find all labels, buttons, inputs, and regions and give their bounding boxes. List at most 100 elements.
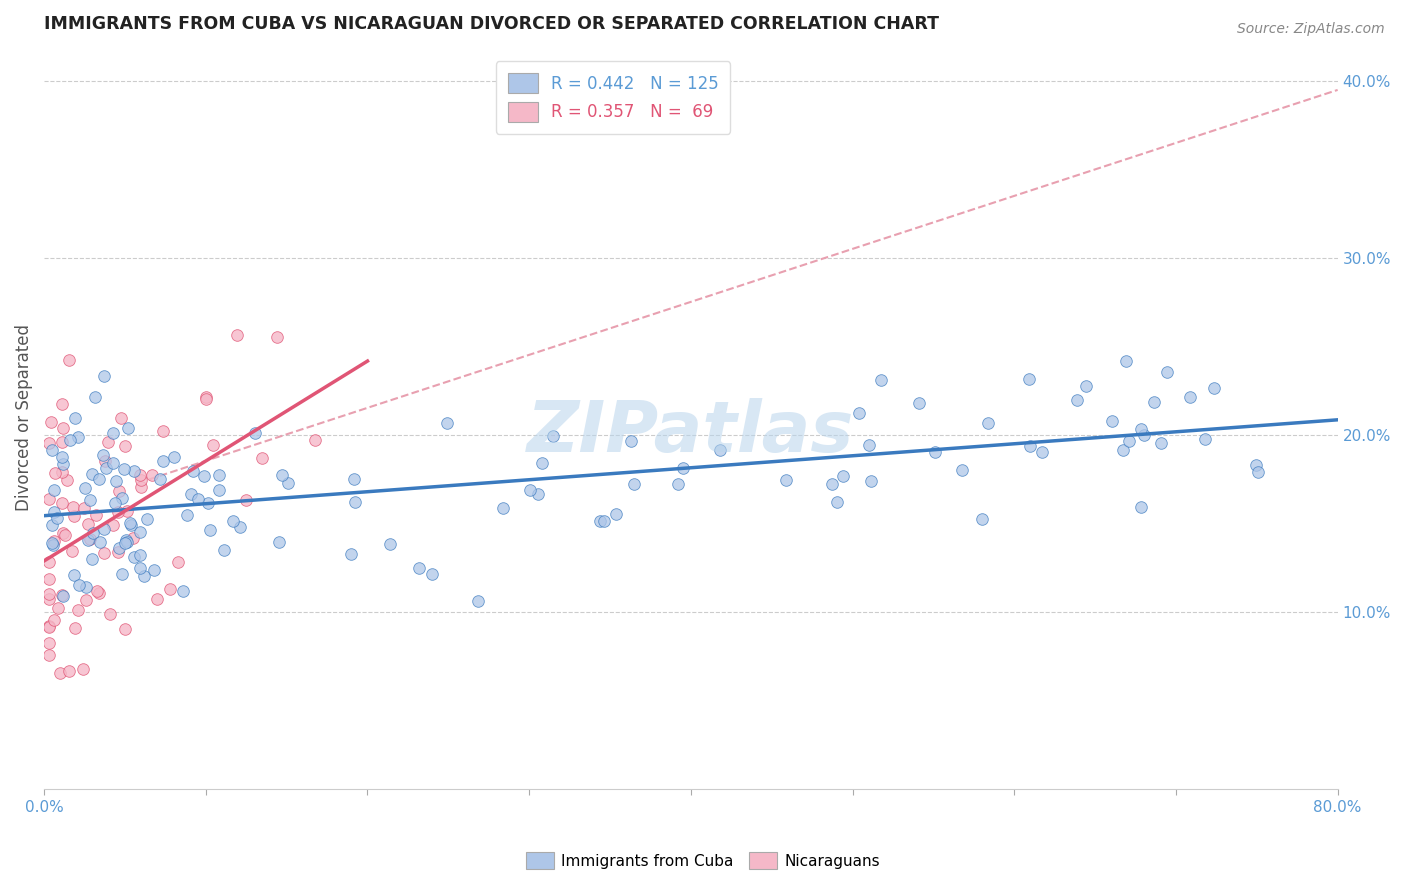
Point <box>76 517 98 532</box>
Point <box>197 496 219 510</box>
Point <box>38 636 60 650</box>
Point <box>66 429 89 443</box>
Point <box>136 512 159 526</box>
Point <box>593 514 616 528</box>
Point <box>93 522 115 536</box>
Point <box>176 508 198 522</box>
Point <box>44 505 66 519</box>
Point <box>235 493 257 508</box>
Point <box>1018 371 1040 385</box>
Point <box>115 535 138 549</box>
Point <box>266 329 288 343</box>
Point <box>41 536 63 550</box>
Point <box>59 433 82 447</box>
Point <box>52 421 75 435</box>
Point <box>110 411 132 425</box>
Point <box>128 468 150 483</box>
Point <box>343 472 366 486</box>
Point <box>38 587 60 601</box>
Point <box>908 396 931 410</box>
Point <box>100 607 122 621</box>
Point <box>73 481 96 495</box>
Point <box>277 475 299 490</box>
Point <box>187 492 209 507</box>
Point <box>104 496 127 510</box>
Point <box>1130 422 1153 436</box>
Point <box>117 421 139 435</box>
Point <box>80 467 103 481</box>
Point <box>526 487 548 501</box>
Point <box>93 546 115 560</box>
Point <box>101 426 124 441</box>
Point <box>46 601 69 615</box>
Point <box>51 450 73 464</box>
Point <box>39 415 62 429</box>
Point <box>1115 354 1137 368</box>
Point <box>52 458 75 472</box>
Point <box>73 500 96 515</box>
Point <box>195 392 218 406</box>
Point <box>108 483 131 498</box>
Point <box>950 462 973 476</box>
Point <box>339 547 361 561</box>
Point <box>80 551 103 566</box>
Point <box>243 426 266 441</box>
Point <box>94 460 117 475</box>
Point <box>467 594 489 608</box>
Point <box>1244 458 1267 472</box>
Point <box>51 397 73 411</box>
Point <box>491 500 513 515</box>
Point <box>143 563 166 577</box>
Point <box>58 353 80 368</box>
Point <box>1156 365 1178 379</box>
Text: IMMIGRANTS FROM CUBA VS NICARAGUAN DIVORCED OR SEPARATED CORRELATION CHART: IMMIGRANTS FROM CUBA VS NICARAGUAN DIVOR… <box>44 15 939 33</box>
Point <box>103 517 125 532</box>
Point <box>1031 444 1053 458</box>
Point <box>212 543 235 558</box>
Point <box>180 487 202 501</box>
Point <box>172 583 194 598</box>
Point <box>97 434 120 449</box>
Point <box>120 516 142 530</box>
Point <box>666 477 689 491</box>
Point <box>38 491 60 506</box>
Point <box>63 509 86 524</box>
Point <box>159 582 181 596</box>
Point <box>51 588 73 602</box>
Point <box>775 473 797 487</box>
Point <box>42 538 65 552</box>
Point <box>131 480 153 494</box>
Point <box>181 464 204 478</box>
Point <box>271 468 294 483</box>
Point <box>252 451 274 466</box>
Point <box>114 536 136 550</box>
Point <box>107 541 129 556</box>
Point <box>44 467 66 481</box>
Point <box>924 445 946 459</box>
Point <box>128 561 150 575</box>
Point <box>38 572 60 586</box>
Point <box>152 424 174 438</box>
Point <box>970 511 993 525</box>
Point <box>436 417 458 431</box>
Legend: Immigrants from Cuba, Nicaraguans: Immigrants from Cuba, Nicaraguans <box>520 846 886 875</box>
Point <box>41 443 63 458</box>
Point <box>75 580 97 594</box>
Point <box>380 537 402 551</box>
Point <box>870 373 893 387</box>
Point <box>52 525 75 540</box>
Point <box>75 592 97 607</box>
Point <box>51 434 73 449</box>
Point <box>114 533 136 547</box>
Point <box>1118 434 1140 449</box>
Point <box>129 473 152 487</box>
Point <box>38 619 60 633</box>
Point <box>63 411 86 425</box>
Point <box>129 548 152 562</box>
Point <box>114 623 136 637</box>
Point <box>42 613 65 627</box>
Point <box>208 468 231 483</box>
Point <box>107 545 129 559</box>
Point <box>38 592 60 607</box>
Point <box>201 438 224 452</box>
